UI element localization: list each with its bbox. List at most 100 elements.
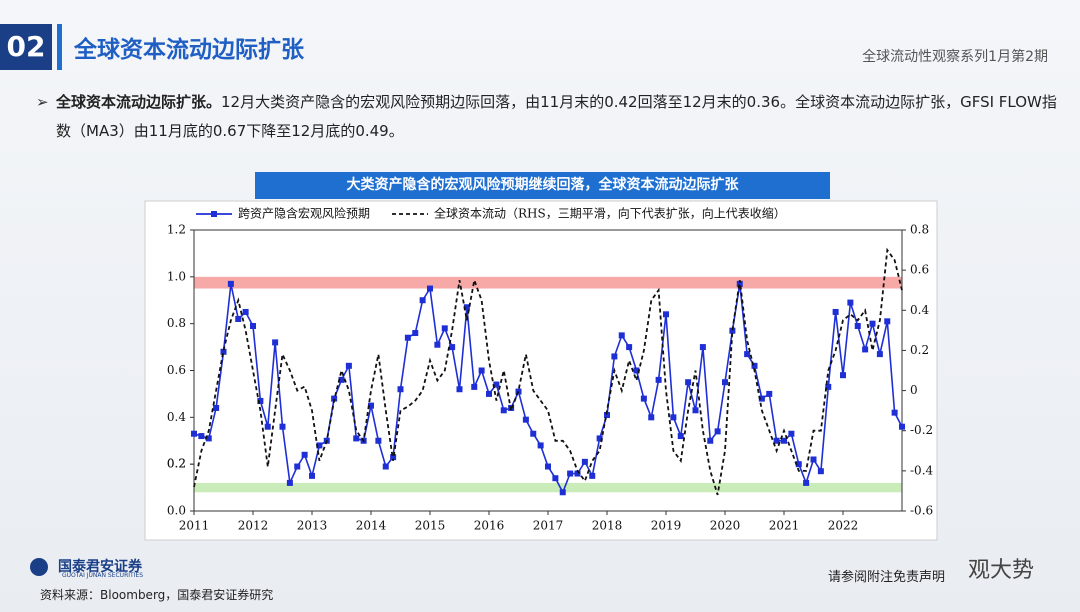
x-tick-label: 2011 xyxy=(179,519,210,533)
legend-label: 全球资本流动（RHS，三期平滑，向下代表扩张，向上代表收缩） xyxy=(434,206,786,221)
marker xyxy=(655,376,662,383)
y-tick-label: 0.0 xyxy=(167,504,186,518)
marker xyxy=(368,402,374,409)
x-tick-label: 2018 xyxy=(592,519,623,533)
marker xyxy=(486,390,492,397)
disclaimer: 请参阅附注免责声明 xyxy=(828,570,946,585)
marker xyxy=(574,470,581,477)
marker xyxy=(677,433,684,440)
marker xyxy=(840,372,846,379)
marker xyxy=(227,280,234,287)
y-tick-label: 0.2 xyxy=(167,457,186,471)
x-tick-label: 2015 xyxy=(415,519,446,533)
logo: 国泰君安证券 xyxy=(30,556,142,576)
marker xyxy=(537,442,544,449)
marker xyxy=(397,386,404,393)
x-tick-label: 2017 xyxy=(533,519,564,533)
y2-tick-label: 0 xyxy=(910,383,918,397)
marker xyxy=(884,318,891,325)
marker xyxy=(685,379,692,386)
marker xyxy=(876,351,883,358)
marker xyxy=(758,395,765,402)
marker xyxy=(419,297,426,304)
marker xyxy=(198,433,205,440)
band xyxy=(194,276,902,289)
y-tick-label: 0.6 xyxy=(167,363,186,377)
marker xyxy=(375,437,382,444)
marker xyxy=(825,383,832,390)
marker xyxy=(788,430,795,437)
marker xyxy=(817,468,824,475)
marker xyxy=(744,351,751,358)
marker xyxy=(854,323,861,330)
marker xyxy=(899,423,905,430)
marker xyxy=(729,327,736,334)
accent-bar xyxy=(57,24,62,70)
marker xyxy=(345,362,352,369)
marker xyxy=(692,407,699,414)
marker xyxy=(618,332,625,339)
marker xyxy=(412,330,419,337)
marker xyxy=(773,437,780,444)
marker xyxy=(338,376,345,383)
series-name: 全球流动性观察系列1月第2期 xyxy=(862,49,1048,65)
marker xyxy=(596,435,603,442)
marker xyxy=(213,404,220,411)
marker xyxy=(640,395,647,402)
marker xyxy=(567,470,574,477)
marker xyxy=(286,479,293,486)
y2-tick-label: -0.2 xyxy=(910,423,933,437)
marker xyxy=(478,367,485,374)
marker xyxy=(626,344,633,351)
marker xyxy=(463,304,470,311)
marker xyxy=(552,475,559,482)
marker xyxy=(500,407,507,414)
y2-tick-label: 0.6 xyxy=(910,263,929,277)
x-tick-label: 2013 xyxy=(297,519,328,533)
y2-tick-label: -0.6 xyxy=(910,504,933,518)
marker xyxy=(404,334,411,341)
logo-text: 国泰君安证券 xyxy=(58,559,142,575)
marker xyxy=(559,489,566,496)
series-line xyxy=(193,247,903,496)
marker xyxy=(736,280,743,287)
marker xyxy=(316,442,323,449)
marker xyxy=(493,381,500,388)
section-number: 02 xyxy=(0,24,52,70)
marker xyxy=(456,386,463,393)
x-tick-label: 2022 xyxy=(828,519,859,533)
marker xyxy=(272,339,279,346)
slide-title: 全球资本流动边际扩张 xyxy=(74,37,304,63)
x-tick-label: 2019 xyxy=(651,519,682,533)
x-tick-label: 2016 xyxy=(474,519,505,533)
marker xyxy=(522,416,529,423)
marker xyxy=(803,479,810,486)
marker xyxy=(441,325,448,332)
marker xyxy=(294,463,301,470)
marker xyxy=(869,320,876,327)
marker xyxy=(847,299,854,306)
marker xyxy=(648,414,655,421)
bullet-text: 12月大类资产隐含的宏观风险预期边际回落，由11月末的0.42回落至12月末的0… xyxy=(56,93,1057,140)
marker xyxy=(257,397,264,404)
marker xyxy=(781,437,787,444)
marker xyxy=(353,435,360,442)
marker xyxy=(382,463,389,470)
marker xyxy=(390,454,397,461)
marker xyxy=(633,367,640,374)
y2-tick-label: 0.2 xyxy=(910,343,929,357)
marker xyxy=(714,428,721,435)
marker xyxy=(751,362,758,369)
marker xyxy=(891,409,898,416)
y-tick-label: 0.8 xyxy=(167,316,186,330)
marker xyxy=(810,456,817,463)
marker xyxy=(611,353,618,360)
marker xyxy=(191,430,197,437)
chart-title: 大类资产隐含的宏观风险预期继续回落，全球资本流动边际扩张 xyxy=(255,172,830,199)
marker xyxy=(449,344,456,351)
y-tick-label: 0.4 xyxy=(167,410,186,424)
bullet-arrow: ➢ xyxy=(36,93,49,111)
marker xyxy=(427,285,433,292)
y-tick-label: 0.2 xyxy=(167,457,186,471)
